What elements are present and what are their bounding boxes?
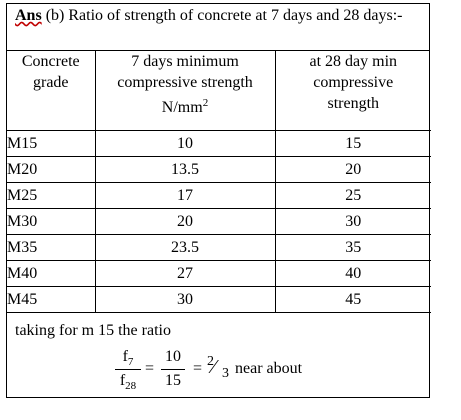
twenty-eight-day-cell: 20 (274, 156, 431, 183)
equals-sign: = (193, 360, 203, 377)
table-row: M40 27 40 (7, 260, 431, 287)
grade-cell: M35 (7, 234, 96, 261)
unit-superscript: 2 (202, 97, 209, 109)
ans-label: Ans (15, 7, 42, 24)
twenty-eight-day-cell: 25 (274, 182, 431, 209)
fraction-bar (161, 369, 185, 370)
twenty-eight-day-cell: 15 (274, 130, 431, 157)
seven-day-cell: 30 (94, 286, 276, 313)
column-header-28-days: at 28 day min compressive strength (274, 51, 431, 131)
twenty-eight-day-cell: 40 (274, 260, 431, 287)
twenty-eight-day-cell: 35 (274, 234, 431, 261)
result-numerator: 2 (207, 354, 214, 369)
question-text: (b) Ratio of strength of concrete at 7 d… (41, 7, 403, 24)
table-row: M20 13.5 20 (7, 156, 431, 183)
fraction-f7: f7 (122, 348, 134, 368)
seven-day-cell: 17 (94, 182, 276, 209)
grade-cell: M15 (7, 130, 96, 157)
table-row: M15 10 15 (7, 130, 431, 157)
seven-day-cell: 10 (94, 130, 276, 157)
fraction-bar (115, 369, 141, 370)
grade-cell: M40 (7, 260, 96, 287)
seven-day-cell: 23.5 (94, 234, 276, 261)
table-row: M30 20 30 (7, 208, 431, 235)
table-row: M25 17 25 (7, 182, 431, 209)
table-row: M35 23.5 35 (7, 234, 431, 261)
seven-day-cell: 27 (94, 260, 276, 287)
question-header: Ans (b) Ratio of strength of concrete at… (7, 4, 429, 51)
fraction-f28: f28 (119, 372, 137, 392)
result-slash: ⁄ (212, 356, 216, 378)
grade-cell: M30 (7, 208, 96, 235)
fraction-denominator: 15 (165, 372, 181, 389)
ratio-footer: taking for m 15 the ratio f7 f28 = 10 15… (7, 318, 429, 398)
result-suffix: near about (235, 360, 303, 377)
equals-sign: = (145, 360, 155, 377)
strength-table: Concrete grade 7 days minimum compressiv… (7, 51, 431, 313)
footer-intro: taking for m 15 the ratio (15, 322, 171, 339)
result-denominator: 3 (222, 366, 229, 381)
column-header-7-days: 7 days minimum compressive strength N/mm… (94, 51, 276, 131)
grade-cell: M25 (7, 182, 96, 209)
twenty-eight-day-cell: 30 (274, 208, 431, 235)
column-header-grade: Concrete grade (7, 51, 96, 131)
fraction-numerator: 10 (165, 348, 181, 365)
seven-day-cell: 13.5 (94, 156, 276, 183)
grade-cell: M45 (7, 286, 96, 313)
grade-cell: M20 (7, 156, 96, 183)
answer-sheet: Ans (b) Ratio of strength of concrete at… (6, 3, 431, 398)
twenty-eight-day-cell: 45 (274, 286, 431, 313)
seven-day-cell: 20 (94, 208, 276, 235)
table-row: M45 30 45 (7, 286, 431, 313)
table-header-row: Concrete grade 7 days minimum compressiv… (7, 51, 431, 131)
